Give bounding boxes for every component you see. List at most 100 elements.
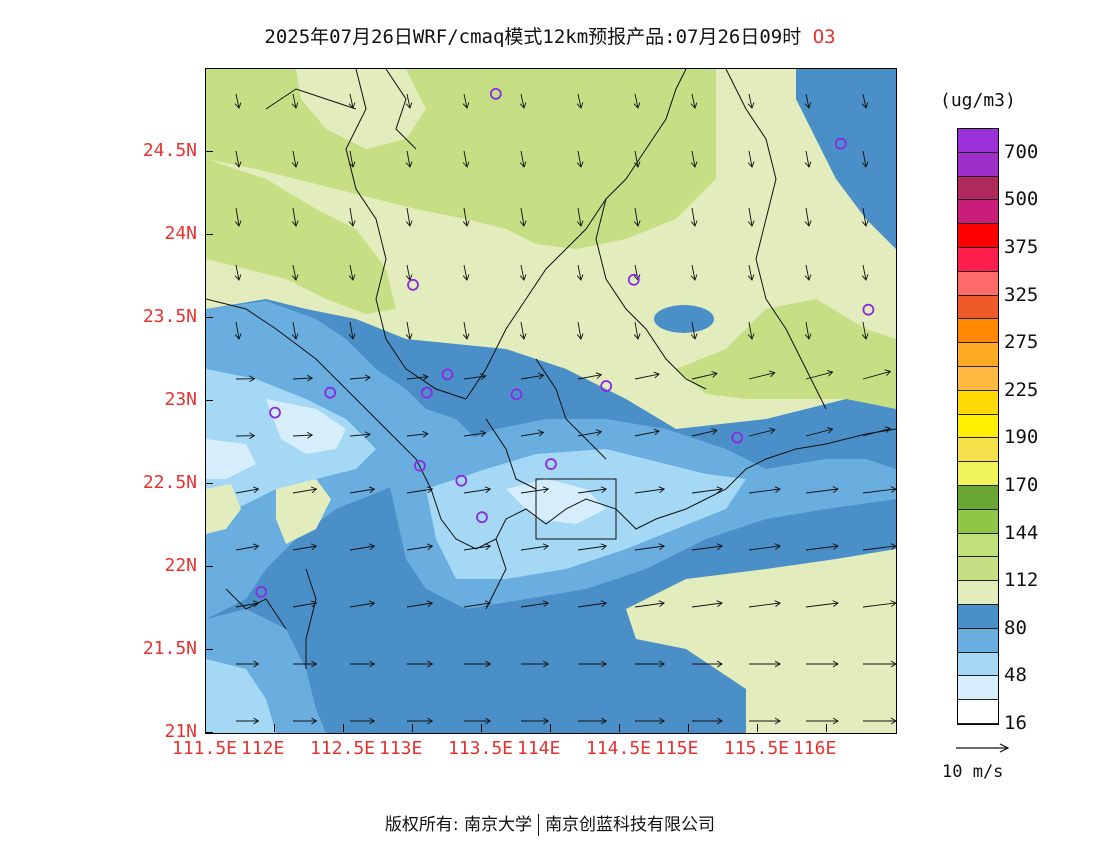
wind-vector-head [716,600,723,607]
wind-vector-head [747,274,755,281]
wind-vector-arrow [235,545,259,551]
colorbar-segment [958,486,998,510]
station-marker[interactable] [455,474,468,487]
station-marker[interactable] [545,458,557,470]
wind-vector-arrow [463,488,491,494]
wind-vector-arrow [463,93,468,109]
wind-vector-head [462,220,470,227]
wind-vector-head [234,274,242,281]
wind-vector-head [600,717,608,725]
copyright-left: 版权所有: 南京大学 [384,815,533,835]
wind-vector-arrow [406,376,428,380]
wind-vector-head [600,660,608,668]
wind-vector-head [690,333,698,340]
wind-vector-head [543,660,550,668]
lat-tick-label: 22N [164,555,197,576]
map-frame[interactable] [205,68,897,734]
wind-vector-arrow [235,602,259,608]
station-marker[interactable] [413,459,426,472]
wind-vector-head [405,161,413,168]
colorbar-segment [958,557,998,582]
wind-vector-head [348,102,356,109]
wind-vector-head [861,333,869,340]
lat-tick-label: 22.5N [142,472,197,493]
colorbar-segment [958,414,998,439]
wind-vector-head [405,220,413,227]
wind-vector-arrow [748,372,775,380]
lon-tick-label: 116E [793,738,837,759]
wind-vector-arrow [520,602,549,608]
colorbar-segment [958,628,998,653]
wind-vector-arrow [577,150,582,168]
lon-tick-label: 112E [241,738,285,759]
colorbar-label: 48 [1004,664,1027,687]
wind-vector-arrow [748,545,781,551]
wind-vector-head [542,486,550,494]
concentration-map[interactable] [206,69,896,733]
colorbar-unit: (ug/m3) [940,90,1016,111]
station-marker[interactable] [862,303,875,316]
station-marker[interactable] [324,386,337,399]
colorbar-segment [958,462,998,486]
wind-vector-arrow [634,93,639,109]
species-label: O3 [812,26,836,48]
wind-vector-head [249,375,256,383]
wind-vector-arrow [691,321,696,340]
wind-vector-arrow [349,207,354,227]
wind-vector-head [426,543,434,551]
wind-vector-head [690,102,698,109]
station-marker[interactable] [731,431,744,444]
station-marker[interactable] [834,137,847,150]
wind-vector-arrow [292,93,297,109]
region-bin-72-80-patch [654,305,714,333]
wind-vector-head [653,371,660,379]
wind-vector-head [884,426,892,433]
wind-vector-head [804,274,812,281]
wind-vector-head [519,102,527,109]
wind-vector-head [306,431,314,439]
wind-vector-arrow [292,207,297,227]
wind-vector-arrow [634,545,665,551]
wind-vector-arrow [805,150,810,168]
station-marker[interactable] [510,388,523,401]
station-marker[interactable] [441,368,454,381]
wind-vector-arrow [862,370,891,380]
region-bin-96-112-west [206,159,396,314]
lat-tick-mark [205,400,213,401]
station-marker[interactable] [420,386,433,399]
wind-vector-arrow [406,321,411,340]
wind-vector-arrow [292,377,313,380]
wind-vector-head [485,717,492,725]
wind-vector-arrow [463,264,468,281]
station-marker[interactable] [269,406,281,419]
region-bin-80-96-north-inner [296,69,426,149]
wind-vector-arrow [805,488,839,494]
station-marker[interactable] [600,380,613,392]
wind-vector-arrow [691,264,696,281]
wind-vector-arrow [349,93,354,109]
wind-vector-arrow [406,488,433,494]
wind-vector-arrow [520,207,525,227]
station-marker[interactable] [489,87,502,100]
station-marker[interactable] [407,278,419,291]
region-bin-16-48-west-2 [206,439,256,479]
station-marker[interactable] [255,586,268,598]
lon-tick-label: 114.5E [586,738,652,759]
wind-vector-arrow [406,207,411,227]
station-markers[interactable] [255,87,875,598]
wind-vector-head [249,432,256,440]
lon-tick-label: 111.5E [172,738,238,759]
wind-vector-head [690,161,698,168]
station-marker[interactable] [476,511,488,524]
wind-vector-arrow [634,373,660,380]
colorbar-segment [958,676,998,701]
wind-vector-head [427,717,434,725]
lat-tick-label: 21.5N [142,638,197,659]
wind-vector-head [658,717,666,725]
wind-reference-arrow-icon [956,743,1010,753]
colorbar-segment [958,390,998,415]
wind-vector-head [653,428,660,436]
station-marker[interactable] [627,273,640,286]
wind-vector-head [426,486,434,494]
wind-vector-arrow [406,264,411,281]
